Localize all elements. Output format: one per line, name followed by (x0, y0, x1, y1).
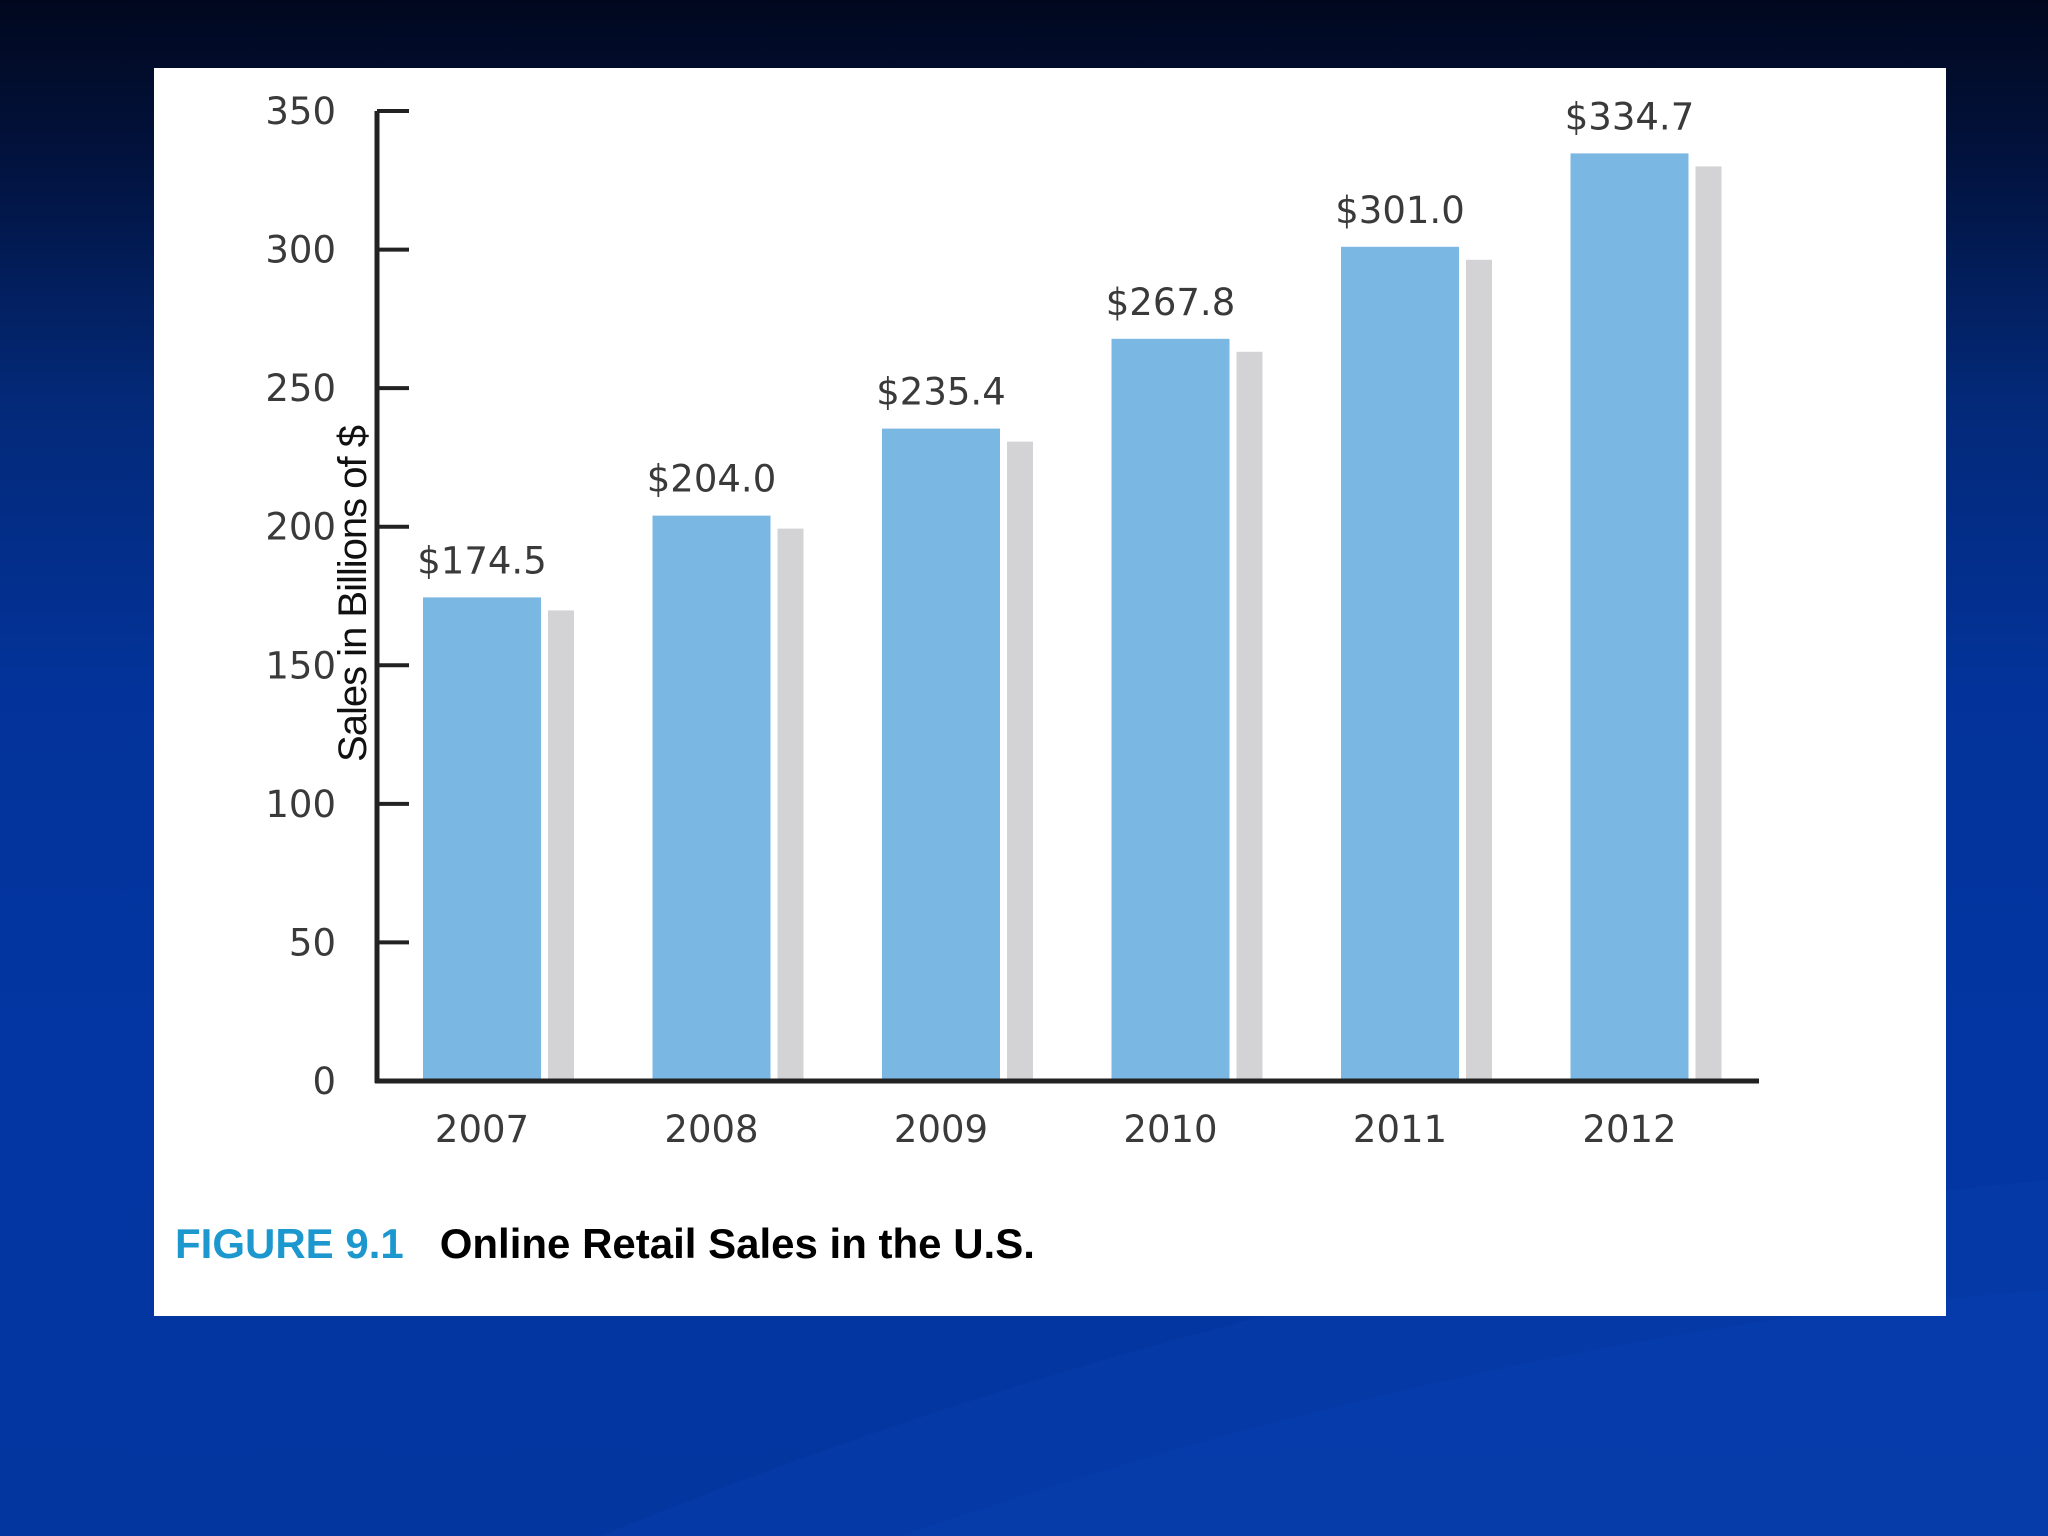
bar-shadow-2008 (777, 528, 804, 1081)
value-label-2010: $267.8 (1106, 281, 1235, 324)
bar-shadow-2010 (1236, 351, 1263, 1082)
bar-2012 (1570, 153, 1689, 1082)
value-label-2011: $301.0 (1335, 189, 1464, 232)
figure-number: FIGURE 9.1 (175, 1220, 404, 1267)
value-label-2009: $235.4 (876, 371, 1005, 414)
bar-shadow-2012 (1695, 166, 1722, 1082)
bars-layer (423, 153, 1722, 1082)
figure-caption: FIGURE 9.1 Online Retail Sales in the U.S… (175, 1223, 1035, 1265)
y-tick-label-150: 150 (265, 644, 336, 687)
value-label-2008: $204.0 (647, 458, 776, 501)
figure-title: Online Retail Sales in the U.S. (439, 1220, 1035, 1267)
x-tick-label-2007: 2007 (435, 1108, 529, 1151)
bar-shadow-2007 (548, 610, 574, 1081)
labels-layer: $174.5 2007 $204.0 2008 $235.4 2009 $267.8 2010… (265, 90, 1694, 1151)
x-tick-label-2012: 2012 (1582, 1108, 1676, 1151)
y-tick-label-250: 250 (265, 367, 336, 410)
y-axis-title: Sales in Billions of $ (331, 425, 375, 762)
y-tick-label-300: 300 (265, 229, 336, 272)
bar-shadow-2009 (1007, 441, 1033, 1081)
value-label-2012: $334.7 (1565, 95, 1694, 138)
y-tick-label-0: 0 (312, 1060, 336, 1103)
x-tick-label-2008: 2008 (664, 1108, 758, 1151)
x-tick-label-2011: 2011 (1353, 1108, 1447, 1151)
bar-2010 (1111, 338, 1230, 1082)
y-tick-label-50: 50 (289, 921, 336, 964)
bar-2011 (1341, 246, 1459, 1082)
axes (374, 109, 1759, 1084)
figure-card: $174.5 2007 $204.0 2008 $235.4 2009 $267.8 2010… (154, 68, 1946, 1316)
y-tick-label-200: 200 (265, 506, 336, 549)
value-label-2007: $174.5 (417, 539, 546, 582)
x-tick-label-2009: 2009 (894, 1108, 988, 1151)
y-tick-label-350: 350 (265, 90, 336, 133)
x-tick-label-2010: 2010 (1123, 1108, 1217, 1151)
y-tick-label-100: 100 (265, 783, 336, 826)
bar-2008 (652, 515, 771, 1081)
bar-chart: $174.5 2007 $204.0 2008 $235.4 2009 $267.8 2010… (265, 90, 1759, 1151)
bar-2007 (423, 597, 541, 1081)
bar-shadow-2011 (1466, 259, 1492, 1081)
bar-2009 (882, 428, 1000, 1081)
